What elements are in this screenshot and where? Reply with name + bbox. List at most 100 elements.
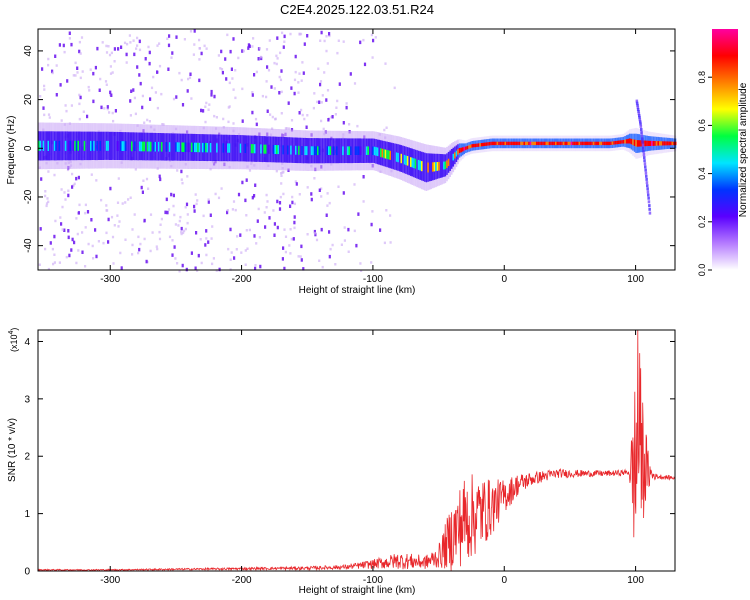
heatmap-cell xyxy=(41,131,43,161)
heatmap-cell xyxy=(578,141,581,146)
heatmap-cell xyxy=(371,210,374,213)
heatmap-cell xyxy=(244,263,247,266)
heatmap-cell xyxy=(537,141,540,146)
heatmap-cell xyxy=(636,107,640,111)
heatmap-cell xyxy=(588,141,590,146)
heatmap-cell xyxy=(251,91,254,94)
heatmap-cell xyxy=(194,193,197,196)
heatmap-cell xyxy=(414,158,417,169)
heatmap-cell xyxy=(331,243,334,247)
heatmap-cell xyxy=(52,131,54,161)
heatmap-cell xyxy=(134,168,137,171)
heatmap-cell xyxy=(306,233,309,236)
heatmap-cell xyxy=(395,152,398,162)
x-tick-label: -300 xyxy=(100,575,120,586)
heatmap-cell xyxy=(383,149,385,158)
heatmap-cell xyxy=(84,226,87,229)
heatmap-cell xyxy=(220,134,223,162)
heatmap-cell xyxy=(220,187,223,190)
heatmap-cell xyxy=(313,92,316,95)
heatmap-cell xyxy=(208,103,211,106)
heatmap-cell xyxy=(636,105,640,109)
heatmap-cell xyxy=(376,147,379,157)
colorbar-tick-label: 0.6 xyxy=(697,119,707,132)
heatmap-cell xyxy=(347,250,350,253)
heatmap-cell xyxy=(172,97,176,101)
heatmap-cell xyxy=(251,110,254,115)
heatmap-cell xyxy=(239,233,242,237)
heatmap-cell xyxy=(213,94,216,99)
heatmap-cell xyxy=(42,140,45,151)
heatmap-cell xyxy=(411,157,414,168)
heatmap-cell xyxy=(374,36,377,39)
heatmap-cell xyxy=(114,109,117,113)
heatmap-cell xyxy=(244,198,247,203)
heatmap-cell xyxy=(391,142,393,169)
heatmap-cell xyxy=(120,45,123,49)
heatmap-cell xyxy=(359,262,362,265)
heatmap-cell xyxy=(115,131,117,160)
heatmap-cell xyxy=(98,88,101,92)
heatmap-cell xyxy=(104,80,108,83)
heatmap-cell xyxy=(577,141,579,146)
heatmap-cell xyxy=(619,140,622,144)
heatmap-cell xyxy=(370,222,373,227)
heatmap-cell xyxy=(158,237,162,241)
heatmap-cell xyxy=(249,135,251,162)
heatmap-cell xyxy=(231,77,234,80)
heatmap-cell xyxy=(181,142,184,152)
heatmap-cell xyxy=(443,161,445,170)
heatmap-cell xyxy=(304,146,307,156)
heatmap-cell xyxy=(372,146,374,155)
heatmap-cell xyxy=(284,250,287,254)
heatmap-cell xyxy=(176,142,179,152)
heatmap-cell xyxy=(266,200,269,203)
heatmap-cell xyxy=(156,141,158,152)
heatmap-cell xyxy=(351,138,354,164)
heatmap-cell xyxy=(427,162,430,173)
heatmap-cell xyxy=(276,225,279,230)
heatmap-cell xyxy=(273,233,276,237)
heatmap-cell xyxy=(67,189,70,192)
heatmap-cell xyxy=(230,67,233,71)
heatmap-cell xyxy=(306,34,309,38)
heatmap-cell xyxy=(232,200,236,203)
heatmap-cell xyxy=(229,49,232,54)
heatmap-cell xyxy=(101,41,104,44)
heatmap-cell xyxy=(435,162,437,172)
heatmap-cell xyxy=(651,140,653,146)
heatmap-cell xyxy=(105,140,108,151)
heatmap-cell xyxy=(466,145,469,150)
heatmap-cell xyxy=(251,45,254,48)
snr-y-ticks: 0 1 2 3 4 xyxy=(24,337,675,578)
heatmap-cell xyxy=(255,122,258,127)
heatmap-cell xyxy=(260,56,263,61)
heatmap-cell xyxy=(216,143,218,153)
heatmap-cell xyxy=(572,141,575,146)
heatmap-cell xyxy=(545,141,548,146)
heatmap-cell xyxy=(646,184,649,188)
heatmap-cell xyxy=(326,146,329,156)
heatmap-cell xyxy=(129,41,132,44)
heatmap-cell xyxy=(158,64,162,68)
heatmap-cell xyxy=(121,141,124,151)
heatmap-cell xyxy=(84,211,87,215)
heatmap-cell xyxy=(328,34,331,38)
heatmap-cell xyxy=(45,131,48,161)
heatmap-cell xyxy=(654,141,656,146)
heatmap-cell xyxy=(195,142,198,153)
heatmap-cell xyxy=(178,270,181,273)
heatmap-cell xyxy=(293,145,296,155)
heatmap-cell xyxy=(234,208,237,212)
heatmap-cell xyxy=(227,120,230,124)
heatmap-cell xyxy=(136,65,139,69)
heatmap-cell xyxy=(221,70,224,75)
heatmap-cell xyxy=(108,53,112,57)
heatmap-cell xyxy=(170,192,173,197)
heatmap-cell xyxy=(276,199,279,204)
heatmap-cell xyxy=(173,133,176,161)
heatmap-cell xyxy=(77,211,80,215)
heatmap-cell xyxy=(205,47,208,50)
heatmap-cell xyxy=(293,91,296,96)
heatmap-cell xyxy=(641,140,644,144)
